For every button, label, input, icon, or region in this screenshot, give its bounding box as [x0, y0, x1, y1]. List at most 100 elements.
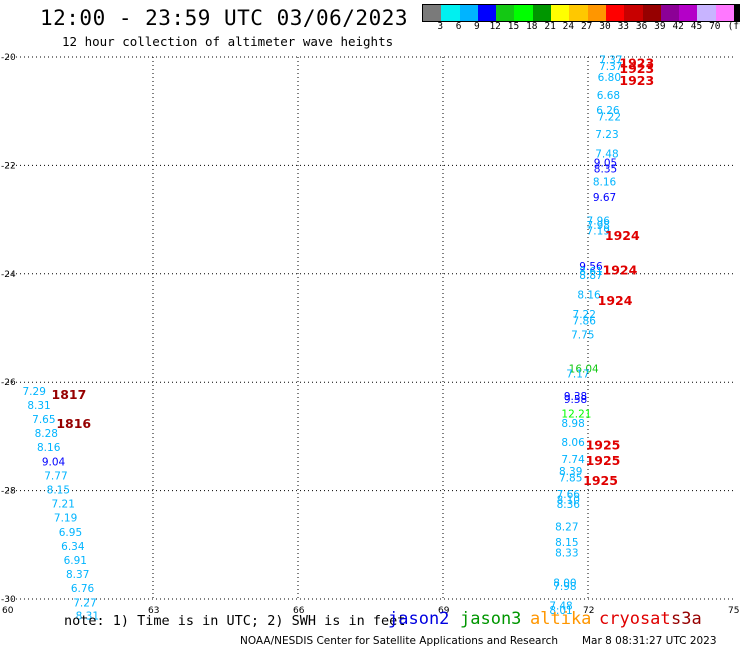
- satellite-name: jason2: [388, 609, 450, 629]
- legend-label: 15: [507, 21, 520, 32]
- x-tick-label: 69: [438, 606, 450, 616]
- wave-height-value: 7.22: [573, 309, 596, 321]
- wave-height-value: 9.05: [594, 158, 617, 170]
- wave-height-value: 7.74: [561, 454, 585, 466]
- y-tick-label: -26: [1, 378, 16, 388]
- wave-height-value: 7.86: [573, 315, 597, 327]
- legend-label: 33: [617, 21, 630, 32]
- x-tick-label: 75: [728, 606, 739, 616]
- time-label: 1925: [586, 438, 621, 453]
- legend-label: 6: [455, 21, 462, 32]
- legend-swatch: [605, 5, 625, 21]
- wave-height-value: 7.17: [566, 369, 589, 381]
- legend-label: 21: [544, 21, 556, 32]
- legend-swatch: [441, 5, 460, 21]
- wave-height-value: 9.67: [593, 192, 616, 204]
- x-tick-label: 60: [2, 606, 14, 616]
- page-title: 12:00 - 23:59 UTC 03/06/2023: [40, 6, 409, 30]
- legend-swatch: [423, 5, 442, 21]
- y-tick-label: -20: [1, 53, 16, 63]
- credit-text: NOAA/NESDIS Center for Satellite Applica…: [240, 635, 558, 647]
- wave-height-value: 7.77: [44, 470, 67, 482]
- legend-swatch: [660, 5, 680, 21]
- wave-height-value: 7.66: [557, 489, 581, 501]
- satellite-name: altika: [530, 609, 592, 629]
- wave-height-value: 8.27: [555, 521, 578, 533]
- satellite-name: cryosat: [599, 609, 671, 629]
- wave-height-value: 8.39: [559, 466, 582, 478]
- wave-height-value: 16.04: [569, 364, 599, 376]
- wave-height-value: 6.95: [59, 527, 82, 539]
- x-tick-label: 72: [583, 606, 594, 616]
- wave-height-value: 7.98: [553, 581, 576, 593]
- wave-height-value: 6.76: [71, 583, 95, 595]
- wave-height-value: 9.56: [579, 261, 603, 273]
- wave-height-value: 8.36: [557, 499, 581, 511]
- wave-height-value: 7.98: [587, 220, 610, 232]
- wave-height-value: 12.21: [561, 409, 591, 421]
- legend-swatch: [459, 5, 478, 21]
- time-label: 1923: [619, 73, 654, 88]
- legend-label: 24: [562, 21, 575, 32]
- time-label: 1924: [603, 262, 638, 277]
- wave-height-value: 9.38: [564, 391, 587, 403]
- wave-height-value: 7.65: [32, 414, 55, 426]
- legend-swatch: [697, 5, 716, 21]
- wave-height-value: 6.68: [597, 90, 620, 102]
- wave-height-value: 7.48: [595, 148, 618, 160]
- legend-swatch: [551, 5, 570, 21]
- legend-label: 39: [654, 21, 666, 32]
- time-label: 1925: [586, 453, 621, 468]
- y-tick-label: -30: [1, 595, 16, 605]
- legend-swatch: [532, 5, 552, 21]
- wave-height-value: 7.75: [571, 330, 594, 342]
- generated-timestamp: Mar 8 08:31:27 UTC 2023: [582, 635, 717, 647]
- wave-height-value: 8.31: [76, 610, 99, 622]
- time-label: 1924: [605, 228, 640, 243]
- wave-height-value: 7.19: [54, 513, 77, 525]
- wave-height-value: 8.16: [37, 442, 61, 454]
- wave-height-value: 8.01: [549, 605, 572, 617]
- time-label: 1923: [619, 55, 654, 70]
- wave-height-value: 8.15: [47, 485, 70, 497]
- wave-height-value: 7.23: [595, 129, 618, 141]
- wave-height-value: 7.85: [559, 473, 582, 485]
- page-subtitle: 12 hour collection of altimeter wave hei…: [62, 34, 394, 49]
- legend-label: 27: [580, 21, 593, 32]
- wave-height-value: 7.21: [52, 499, 75, 511]
- wave-height-value: 8.61: [579, 266, 602, 278]
- legend-swatch: [514, 5, 533, 21]
- x-tick-label: 66: [293, 606, 305, 616]
- wave-height-value: 9.58: [564, 394, 587, 406]
- wave-height-value: 7.27: [73, 597, 96, 609]
- wave-height-value: 6.34: [61, 541, 85, 553]
- wave-height-value: 7.29: [23, 386, 46, 398]
- x-tick-label: 63: [148, 606, 159, 616]
- wave-height-value: 8.33: [555, 547, 578, 559]
- legend-swatch: [679, 5, 698, 21]
- legend-label: 18: [526, 21, 538, 32]
- legend-swatch: [477, 5, 497, 21]
- color-scale-legend: [422, 4, 740, 22]
- wave-height-value: 6.91: [64, 555, 87, 567]
- wave-height-value: 8.28: [35, 428, 58, 440]
- satellite-name: jason3: [460, 609, 522, 629]
- time-label: 1924: [598, 293, 633, 308]
- legend-label: 36: [635, 21, 648, 32]
- wave-height-value: 8.98: [561, 418, 584, 430]
- legend-swatch: [642, 5, 661, 21]
- time-label: 1923: [619, 61, 654, 76]
- y-tick-label: -24: [1, 270, 16, 280]
- time-label: 1925: [583, 473, 618, 488]
- wave-height-value: 8.35: [594, 164, 617, 176]
- wave-height-value: 8.16: [593, 177, 617, 189]
- footer-note: note: 1) Time is in UTC; 2) SWH is in fe…: [64, 613, 406, 629]
- legend-label: 70: [709, 21, 721, 32]
- wave-height-value: 8.16: [577, 289, 601, 301]
- wave-height-value: 7.37: [599, 61, 622, 73]
- wave-height-value: 8.10: [557, 494, 580, 506]
- wave-height-value: 7.48: [549, 601, 572, 613]
